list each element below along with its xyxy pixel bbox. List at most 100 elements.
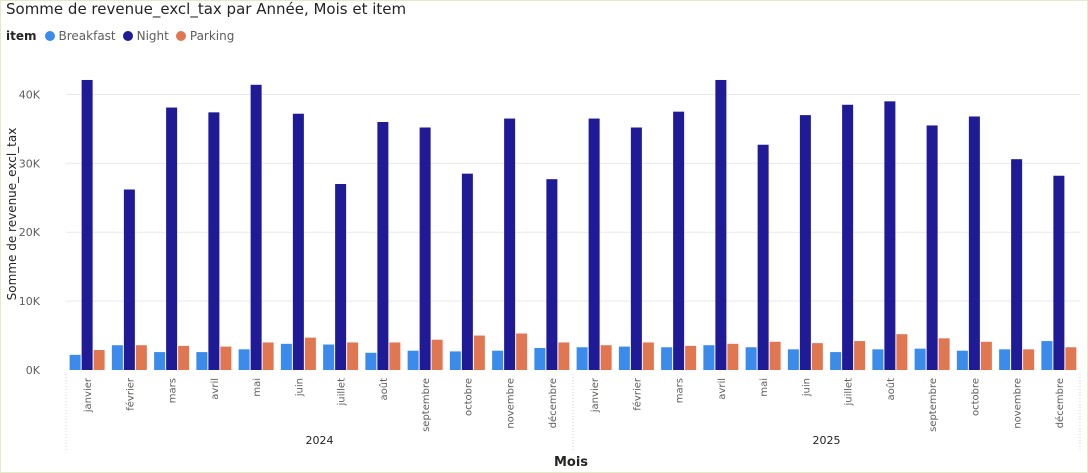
bar-parking-4[interactable] bbox=[220, 346, 232, 370]
x-tick-label: janvier bbox=[83, 377, 94, 413]
bar-night-3[interactable] bbox=[166, 107, 178, 371]
bar-night-20[interactable] bbox=[884, 101, 896, 370]
bar-parking-11[interactable] bbox=[516, 333, 528, 370]
bar-breakfast-21[interactable] bbox=[914, 348, 926, 370]
x-tick-label: décembre bbox=[547, 378, 559, 428]
bar-parking-7[interactable] bbox=[347, 342, 359, 370]
bar-breakfast-4[interactable] bbox=[196, 352, 208, 370]
bar-parking-22[interactable] bbox=[980, 341, 992, 370]
bars bbox=[69, 79, 1077, 371]
bar-parking-24[interactable] bbox=[1065, 347, 1077, 370]
y-axis: 0K 10K 20K 30K 40K bbox=[19, 88, 41, 377]
bar-breakfast-24[interactable] bbox=[1041, 341, 1053, 370]
bar-night-18[interactable] bbox=[799, 115, 811, 370]
x-tick-label: août bbox=[378, 378, 390, 401]
bar-night-24[interactable] bbox=[1053, 175, 1065, 370]
bar-parking-6[interactable] bbox=[304, 337, 316, 370]
bar-breakfast-13[interactable] bbox=[576, 347, 588, 370]
x-axis: janvier février mars avril mai juin juillet aoû… bbox=[65, 374, 1081, 450]
legend-label-night: Night bbox=[136, 29, 169, 43]
bar-night-16[interactable] bbox=[715, 79, 727, 370]
bar-breakfast-1[interactable] bbox=[69, 354, 81, 370]
bar-breakfast-17[interactable] bbox=[745, 347, 757, 370]
bar-night-19[interactable] bbox=[842, 104, 854, 371]
bar-night-15[interactable] bbox=[673, 111, 685, 371]
bar-night-23[interactable] bbox=[1011, 159, 1023, 370]
x-tick-label: février bbox=[631, 377, 643, 411]
x-tick-label: novembre bbox=[506, 378, 517, 429]
bar-breakfast-23[interactable] bbox=[999, 349, 1011, 370]
bar-parking-5[interactable] bbox=[262, 342, 274, 370]
x-tick-label: juin bbox=[294, 378, 305, 397]
bar-night-8[interactable] bbox=[377, 122, 389, 370]
x-tick-label: octobre bbox=[463, 378, 474, 416]
bar-parking-10[interactable] bbox=[473, 335, 485, 370]
bar-parking-17[interactable] bbox=[769, 341, 781, 370]
bar-breakfast-16[interactable] bbox=[703, 345, 715, 370]
bar-parking-2[interactable] bbox=[135, 345, 147, 370]
bar-breakfast-9[interactable] bbox=[407, 350, 419, 370]
x-tick-label: juillet bbox=[844, 378, 855, 407]
bar-parking-1[interactable] bbox=[93, 350, 105, 370]
legend-item-breakfast[interactable]: Breakfast bbox=[44, 29, 116, 43]
bar-breakfast-22[interactable] bbox=[956, 350, 968, 370]
bar-night-12[interactable] bbox=[546, 179, 558, 370]
bar-breakfast-6[interactable] bbox=[280, 343, 292, 370]
chart-title: Somme de revenue_excl_tax par Année, Moi… bbox=[6, 0, 407, 18]
bar-breakfast-5[interactable] bbox=[238, 349, 250, 370]
bar-breakfast-15[interactable] bbox=[661, 347, 673, 370]
bar-night-4[interactable] bbox=[208, 112, 220, 370]
bar-parking-9[interactable] bbox=[431, 339, 443, 370]
y-axis-title: Somme de revenue_excl_tax bbox=[5, 128, 19, 301]
x-tick-label: mai bbox=[759, 378, 770, 397]
bar-parking-12[interactable] bbox=[558, 342, 570, 370]
year-label: 2024 bbox=[306, 434, 334, 447]
bar-parking-15[interactable] bbox=[685, 345, 697, 370]
bar-parking-21[interactable] bbox=[938, 338, 950, 370]
bar-night-2[interactable] bbox=[123, 189, 135, 370]
year-label: 2025 bbox=[813, 434, 841, 447]
legend-title: item bbox=[6, 29, 37, 43]
bar-breakfast-12[interactable] bbox=[534, 347, 546, 370]
bar-night-10[interactable] bbox=[461, 173, 473, 370]
bar-night-22[interactable] bbox=[968, 116, 980, 370]
bar-night-7[interactable] bbox=[335, 184, 347, 370]
bar-breakfast-18[interactable] bbox=[787, 349, 799, 370]
bar-night-6[interactable] bbox=[292, 113, 304, 370]
bar-night-14[interactable] bbox=[630, 127, 642, 370]
bar-night-17[interactable] bbox=[757, 144, 769, 370]
bar-night-1[interactable] bbox=[81, 79, 93, 370]
y-tick-label: 30K bbox=[19, 157, 41, 170]
bar-parking-3[interactable] bbox=[178, 345, 190, 370]
bar-breakfast-11[interactable] bbox=[492, 350, 504, 370]
bar-night-21[interactable] bbox=[926, 125, 938, 370]
bar-night-9[interactable] bbox=[419, 127, 431, 370]
y-tick-label: 0K bbox=[26, 364, 41, 377]
x-tick-label: mars bbox=[168, 378, 179, 403]
bar-breakfast-20[interactable] bbox=[872, 349, 884, 370]
bar-night-13[interactable] bbox=[588, 118, 600, 370]
bar-parking-16[interactable] bbox=[727, 343, 739, 370]
legend-item-parking[interactable]: Parking bbox=[175, 29, 234, 43]
bar-breakfast-10[interactable] bbox=[449, 351, 461, 370]
bar-breakfast-3[interactable] bbox=[154, 352, 166, 370]
bar-night-5[interactable] bbox=[250, 84, 262, 371]
bar-breakfast-19[interactable] bbox=[830, 352, 842, 370]
bar-breakfast-2[interactable] bbox=[111, 345, 123, 370]
bar-parking-13[interactable] bbox=[600, 345, 612, 370]
legend-item-night[interactable]: Night bbox=[122, 29, 169, 43]
bar-breakfast-14[interactable] bbox=[618, 346, 630, 370]
x-tick-label: juin bbox=[801, 378, 812, 397]
bar-breakfast-8[interactable] bbox=[365, 352, 377, 370]
bar-parking-23[interactable] bbox=[1023, 349, 1035, 370]
bar-parking-8[interactable] bbox=[389, 342, 401, 370]
bar-night-11[interactable] bbox=[504, 118, 516, 370]
x-tick-label: mai bbox=[252, 378, 263, 397]
bar-breakfast-7[interactable] bbox=[323, 344, 335, 370]
bar-parking-20[interactable] bbox=[896, 334, 908, 370]
bar-parking-19[interactable] bbox=[854, 341, 866, 370]
bar-parking-18[interactable] bbox=[811, 343, 823, 370]
bar-parking-14[interactable] bbox=[642, 342, 654, 370]
y-tick-label: 40K bbox=[19, 88, 41, 101]
